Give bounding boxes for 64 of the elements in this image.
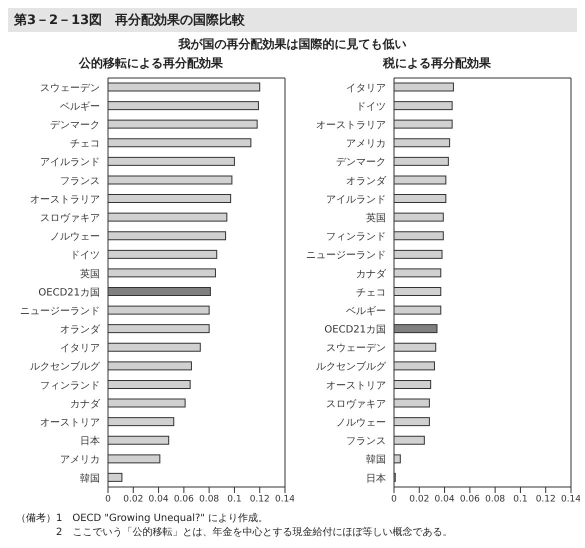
y-tick-label: OECD21カ国	[324, 324, 386, 336]
x-tick-label: 0.06	[460, 494, 480, 504]
x-tick-label: 0.08	[199, 494, 220, 504]
y-tick-label: ルクセンブルグ	[30, 360, 101, 373]
y-tick-label: イタリア	[346, 82, 386, 94]
chart-title: 税による再分配効果	[382, 55, 492, 72]
x-tick-label: 0	[391, 494, 398, 504]
x-tick-label: 0.04	[434, 494, 455, 504]
y-tick-label: ノルウェー	[336, 417, 386, 428]
y-tick-label: オーストラリア	[316, 120, 386, 132]
y-tick-label: フィンランド	[326, 232, 386, 243]
y-tick-label: チェコ	[70, 138, 100, 150]
text: 2 ここでいう「公的移転」とは、年金を中心とする現金給付にほぼ等しい概念である。	[55, 526, 454, 539]
y-tick-label: アメリカ	[60, 454, 100, 466]
y-tick-label: ベルギー	[60, 100, 100, 112]
x-tick-label: 0.06	[174, 494, 194, 504]
x-tick-label: 0.12	[250, 494, 270, 504]
y-tick-label: チェコ	[356, 287, 386, 298]
y-tick-label: OECD21カ国	[38, 287, 100, 298]
y-tick-label: ベルギー	[346, 304, 386, 317]
y-tick-label: ドイツ	[356, 101, 386, 112]
y-tick-label: ノルウェー	[50, 232, 100, 243]
y-tick-label: スロヴァキア	[326, 398, 386, 410]
y-tick-label: デンマーク	[50, 120, 100, 132]
y-tick-label: 英国	[366, 212, 386, 224]
y-tick-label: ルクセンブルグ	[316, 360, 387, 373]
x-tick-label: 0.02	[123, 494, 144, 504]
x-tick-label: 0.08	[485, 494, 506, 504]
y-tick-label: オーストリア	[326, 380, 386, 392]
y-tick-label: ドイツ	[70, 250, 100, 262]
y-tick-label: スロヴァキア	[40, 212, 100, 224]
y-tick-label: 英国	[80, 268, 100, 280]
x-tick-label: 0.04	[148, 494, 169, 504]
chart-title: 公的移転による再分配効果	[78, 55, 224, 72]
y-tick-label: オランダ	[346, 174, 387, 187]
y-tick-label: アイルランド	[326, 194, 386, 206]
y-tick-label: 韓国	[366, 454, 386, 466]
y-tick-label: オーストリア	[40, 417, 100, 428]
y-tick-label: 日本	[80, 435, 100, 448]
y-tick-label: スウェーデン	[40, 82, 100, 94]
y-tick-label: イタリア	[60, 343, 100, 354]
x-tick-label: 0.1	[227, 494, 242, 504]
x-tick-label: 0.12	[536, 494, 556, 504]
x-tick-label: 0	[105, 494, 112, 504]
y-tick-label: 韓国	[80, 472, 100, 484]
y-tick-label: ニュージーランド	[20, 306, 100, 317]
y-tick-label: アイルランド	[40, 157, 100, 168]
y-tick-label: カナダ	[356, 268, 387, 280]
y-tick-label: 日本	[366, 472, 386, 484]
text: （備考）1 OECD "Growing Unequal?" により作成。	[15, 512, 270, 525]
x-tick-label: 0.1	[513, 494, 528, 504]
y-tick-label: フランス	[346, 436, 386, 448]
text: 第3－2－13図 再分配効果の国際比較	[8, 8, 577, 32]
y-tick-label: デンマーク	[336, 157, 386, 168]
y-tick-label: スウェーデン	[326, 343, 386, 354]
y-tick-label: フィンランド	[40, 380, 100, 392]
y-tick-label: オーストラリア	[30, 194, 100, 206]
y-tick-label: アメリカ	[346, 138, 386, 150]
y-tick-label: フランス	[60, 176, 100, 187]
text: 我が国の再分配効果は国際的に見ても低い	[177, 36, 408, 53]
y-tick-label: カナダ	[70, 398, 101, 410]
y-tick-label: ニュージーランド	[306, 250, 386, 262]
y-tick-label: オランダ	[60, 324, 101, 336]
x-tick-label: 0.02	[409, 494, 430, 504]
